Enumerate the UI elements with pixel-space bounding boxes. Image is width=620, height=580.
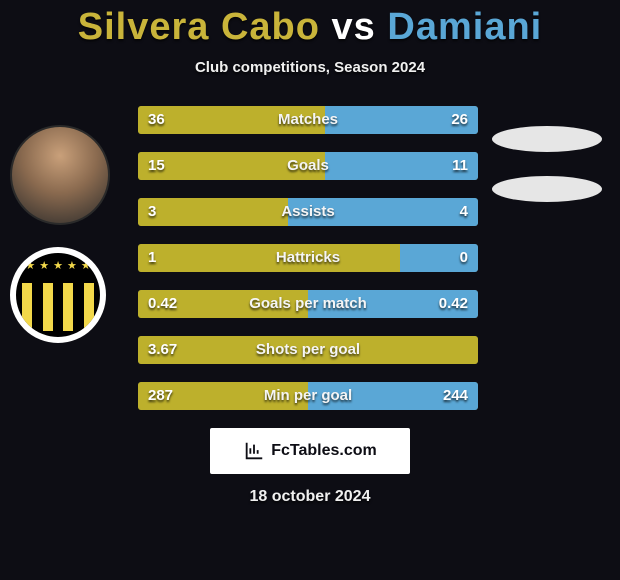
- stat-label: Goals per match: [138, 290, 478, 318]
- footer-date: 18 october 2024: [0, 488, 620, 506]
- vs-label: vs: [332, 6, 376, 48]
- blob-icon: [492, 126, 602, 152]
- stat-row: 287244Min per goal: [138, 382, 478, 410]
- stat-row: 1511Goals: [138, 152, 478, 180]
- site-badge: FcTables.com: [210, 428, 410, 474]
- comparison-title: Silvera Cabo vs Damiani: [0, 0, 620, 49]
- avatar-column: ★★★★★: [10, 125, 110, 343]
- subtitle: Club competitions, Season 2024: [0, 59, 620, 76]
- chart-icon: [243, 440, 265, 462]
- site-name: FcTables.com: [271, 442, 377, 460]
- player1-avatar: [10, 125, 110, 225]
- player2-club-badge: ★★★★★: [10, 247, 106, 343]
- stat-row: 3.67Shots per goal: [138, 336, 478, 364]
- stat-row: 3626Matches: [138, 106, 478, 134]
- stat-row: 10Hattricks: [138, 244, 478, 272]
- stat-label: Min per goal: [138, 382, 478, 410]
- stat-label: Hattricks: [138, 244, 478, 272]
- stat-label: Shots per goal: [138, 336, 478, 364]
- player1-name: Silvera Cabo: [78, 6, 320, 48]
- right-blob-column: [492, 126, 602, 226]
- stat-row: 34Assists: [138, 198, 478, 226]
- stat-label: Matches: [138, 106, 478, 134]
- stats-bars: 3626Matches 1511Goals 34Assists 10Hattricks…: [138, 106, 478, 410]
- badge-stars-icon: ★★★★★: [16, 259, 100, 281]
- stat-row: 0.420.42Goals per match: [138, 290, 478, 318]
- badge-stripes-icon: [22, 283, 94, 331]
- stat-label: Assists: [138, 198, 478, 226]
- player2-name: Damiani: [387, 6, 542, 48]
- stat-label: Goals: [138, 152, 478, 180]
- blob-icon: [492, 176, 602, 202]
